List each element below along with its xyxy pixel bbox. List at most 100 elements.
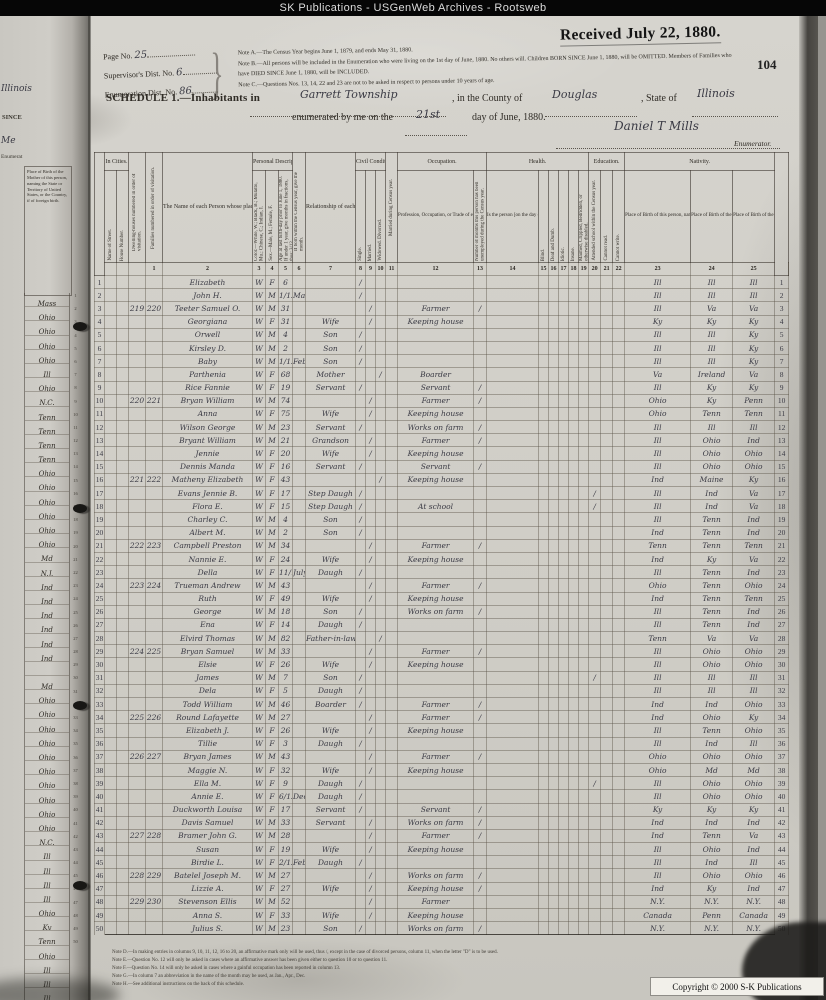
cannot-write-cell [612,274,626,290]
unemployed-tick [473,446,488,461]
line-number: 7 [774,354,790,369]
widowed-tick: / [375,472,387,488]
house-cell [116,367,129,382]
left-page-entry: Tenn [25,931,69,946]
health-cell [568,499,580,514]
table-row: 34 225 226 Round Lafayette W M 27/Farmer / Ind Oh… [94,710,790,725]
table-row: 41 Duckworth Louisa W F 17 Servant / Servant / Ky… [94,802,790,817]
house-cell [116,736,129,751]
house-cell [116,842,129,857]
age-cell: 32 [277,762,294,778]
health-cell [558,631,570,646]
color-cell: W [252,631,266,646]
birth-month-cell [292,380,307,395]
single-tick: / [355,459,367,474]
birthplace-cell: Ill [624,683,692,699]
person-name: Kirsley D. [162,340,253,356]
health-cell [538,815,550,830]
married-in-year-cell [385,525,399,540]
cannot-write-cell [612,881,626,896]
health-cell [548,288,560,303]
health-cell [558,723,570,738]
table-row: 31 James W M 7 Son / / Ill Ill Ill 31 [94,670,790,685]
sex-cell: F [265,499,279,514]
cannot-write-cell [612,762,626,778]
cannot-write-cell [612,815,626,830]
birth-month-cell [292,406,307,422]
health-cell [568,736,580,751]
family-number [145,776,163,791]
mother-birthplace-cell: Ill [732,288,776,303]
left-page-line-number: 36 [73,754,78,760]
occupation-cell: Keeping house [397,406,475,422]
widowed-tick [375,551,387,567]
left-page-entry: Ill [25,960,69,974]
left-page-line-number: 25 [73,609,78,615]
family-number: 226 [145,710,163,725]
health-cell [548,446,560,461]
birthplace-cell: Ohio [624,749,692,764]
health-cell [558,815,570,830]
cannot-write-cell [612,723,626,738]
left-page-line-number: 41 [73,820,78,826]
sickness-cell [486,327,540,342]
dwelling-number: 223 [128,578,146,593]
married-tick [365,776,377,791]
sickness-cell [486,723,540,738]
married-in-year-cell [385,288,399,303]
sex-cell: F [265,657,279,672]
left-page-entry: Ohio [25,321,69,336]
cannot-read-cell [600,433,614,448]
cannot-read-cell [600,459,614,474]
attended-school-tick [588,525,602,540]
line-number: 16 [774,473,790,488]
birth-month-cell [292,868,307,883]
health-cell [558,314,570,329]
line-number: 27 [774,617,790,633]
health-cell [558,644,570,659]
birthplace-cell: Ill [624,354,692,369]
line-number: 26 [94,604,105,619]
occupation-cell: Farmer [397,433,475,448]
health-cell [558,907,570,923]
cannot-write-cell [612,749,626,764]
street-cell [104,538,117,553]
health-cell [548,354,560,369]
house-cell [116,868,129,883]
health-cell [548,907,560,923]
dwelling-number [128,499,146,514]
widowed-tick [375,380,387,395]
cannot-read-cell [600,736,614,751]
table-row: 22 Nannie E. W F 24 Wife / Keeping house Ind Ky Va… [94,551,790,567]
person-name: Bryan James [162,749,253,764]
single-tick [355,907,367,923]
sex-cell: F [265,881,279,896]
father-birthplace-cell: Penn [690,907,734,923]
health-cell [538,776,550,791]
cannot-read-cell [600,644,614,659]
attended-school-tick [588,723,602,738]
column-number: 23 [624,262,692,276]
health-cell [538,828,550,844]
father-birthplace-cell: Tenn [690,723,734,738]
number-cell [116,262,129,276]
cannot-write-cell [612,565,626,580]
birth-month-cell [292,499,307,514]
widowed-tick [375,301,387,316]
birthplace-cell: Ky [624,314,692,329]
attended-school-tick [588,433,602,448]
cannot-read-cell [600,683,614,699]
column-number: 13 [473,262,488,276]
left-page-entry: Ohio [25,506,69,520]
birthplace-cell: Ky [624,802,692,817]
health-cell [558,340,570,356]
mother-birthplace-cell: Ohio [732,446,776,461]
left-page-entry: Ohio [25,903,69,918]
color-cell: W [252,327,266,342]
table-row: 13 Bryant William W M 21 Grandson / Farmer / Ill O… [94,433,790,448]
person-name: Maggie N. [162,762,253,778]
health-cell [558,762,570,778]
